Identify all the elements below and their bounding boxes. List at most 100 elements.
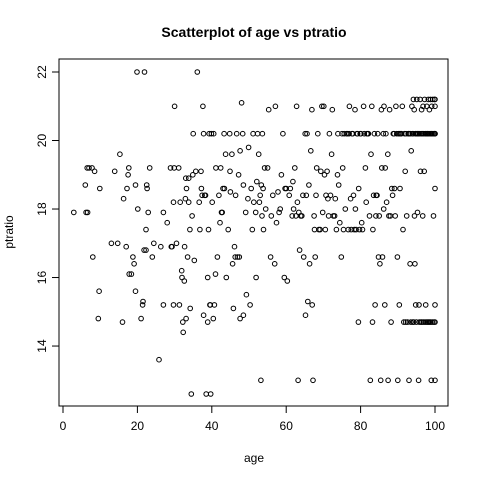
data-point: [183, 185, 190, 192]
data-point: [432, 96, 438, 103]
data-point: [422, 302, 429, 308]
data-point: [187, 305, 193, 312]
data-point: [363, 199, 370, 205]
data-point: [333, 226, 340, 233]
data-point: [407, 261, 413, 267]
data-point: [417, 96, 423, 103]
data-point: [194, 69, 201, 75]
x-tick-label: 80: [354, 419, 368, 433]
data-point: [132, 288, 139, 295]
data-point: [240, 182, 247, 188]
data-point: [318, 168, 324, 175]
data-point: [371, 130, 378, 137]
data-point: [383, 130, 389, 137]
data-point: [191, 257, 198, 264]
data-point: [233, 130, 240, 137]
data-point: [415, 130, 422, 137]
data-point: [352, 206, 359, 212]
data-point: [254, 130, 261, 137]
data-point: [126, 271, 132, 277]
data-point: [389, 185, 395, 192]
data-point: [421, 168, 428, 175]
data-point: [421, 96, 428, 103]
data-point: [143, 182, 150, 188]
data-point: [305, 298, 311, 305]
data-point: [170, 302, 177, 308]
data-point: [411, 213, 418, 219]
data-point: [173, 240, 180, 247]
data-point: [260, 226, 267, 233]
data-point: [411, 319, 417, 325]
data-point: [268, 213, 275, 219]
data-point: [376, 213, 383, 219]
data-point: [428, 103, 435, 110]
data-point: [126, 165, 132, 171]
data-point: [355, 319, 362, 325]
data-point: [386, 106, 393, 113]
data-point: [396, 302, 403, 308]
data-point: [377, 261, 383, 267]
data-point: [358, 130, 364, 137]
data-point: [356, 226, 363, 233]
data-point: [140, 298, 146, 305]
data-point: [262, 206, 269, 212]
data-point: [182, 195, 189, 202]
data-point: [139, 302, 146, 308]
y-tick-label: 22: [35, 65, 49, 79]
data-point: [287, 185, 294, 192]
data-point: [326, 130, 333, 137]
data-point: [389, 192, 396, 199]
data-point: [183, 315, 189, 322]
data-point: [120, 195, 127, 202]
data-point: [227, 189, 234, 195]
data-point: [432, 319, 438, 325]
data-point: [380, 206, 387, 212]
data-point: [175, 165, 182, 171]
data-point: [401, 319, 407, 325]
data-point: [214, 254, 221, 260]
data-point: [170, 199, 177, 205]
data-point: [280, 130, 286, 137]
data-point: [200, 312, 207, 319]
data-point: [396, 130, 403, 137]
data-point: [294, 199, 301, 205]
data-point: [430, 96, 436, 103]
data-point: [217, 165, 224, 171]
data-point: [432, 130, 438, 137]
data-point: [91, 168, 98, 175]
data-point: [125, 172, 131, 178]
data-point: [167, 165, 174, 171]
data-point: [395, 377, 401, 384]
data-point: [319, 209, 326, 216]
data-point: [184, 254, 191, 260]
data-point: [203, 391, 209, 397]
data-point: [361, 130, 368, 137]
data-point: [217, 219, 223, 226]
data-point: [292, 165, 298, 171]
data-point: [216, 192, 222, 199]
data-point: [204, 319, 211, 325]
data-point: [229, 151, 235, 157]
data-point: [259, 130, 266, 137]
data-point: [325, 195, 331, 202]
data-point: [325, 213, 332, 219]
data-point: [402, 319, 409, 325]
data-point: [205, 226, 212, 233]
data-point: [169, 243, 175, 250]
data-point: [245, 195, 251, 202]
data-point: [432, 185, 438, 192]
data-point: [327, 192, 334, 199]
data-point: [97, 185, 103, 192]
data-point: [95, 315, 102, 322]
data-point: [89, 165, 95, 171]
data-point: [232, 192, 239, 199]
data-point: [221, 185, 228, 192]
data-point: [430, 213, 437, 219]
data-point: [313, 165, 320, 171]
data-point: [368, 151, 374, 157]
x-tick-label: 20: [131, 419, 145, 433]
data-point: [207, 391, 214, 397]
data-point: [226, 130, 233, 137]
x-tick-label: 100: [425, 419, 445, 433]
data-point: [219, 209, 225, 216]
